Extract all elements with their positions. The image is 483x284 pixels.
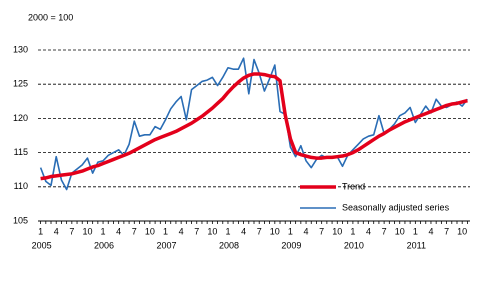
x-tick-label: 7 [257, 226, 262, 236]
y-tick-label: 110 [14, 181, 28, 191]
y-tick-label: 130 [13, 44, 28, 54]
unit-note: 2000 = 100 [28, 12, 73, 22]
x-tick-label: 7 [444, 226, 449, 236]
x-tick-label: 1 [288, 226, 293, 236]
y-tick-label: 125 [13, 79, 28, 89]
x-tick-label: 1 [163, 226, 168, 236]
x-tick-label: 4 [179, 226, 184, 236]
x-tick-label: 1 [225, 226, 230, 236]
x-tick-label: 7 [69, 226, 74, 236]
x-tick-label: 1 [413, 226, 418, 236]
year-label: 2010 [344, 240, 364, 250]
x-tick-label: 1 [101, 226, 106, 236]
x-tick-label: 4 [304, 226, 309, 236]
x-tick-label: 4 [428, 226, 433, 236]
x-tick-label: 7 [382, 226, 387, 236]
x-tick-label: 10 [207, 226, 217, 236]
x-tick-label: 10 [82, 226, 92, 236]
x-tick-label: 10 [145, 226, 155, 236]
series-line [39, 57, 469, 191]
y-tick-label: 120 [13, 113, 28, 123]
legend-label: Seasonally adjusted series [342, 202, 450, 212]
year-label: 2009 [281, 240, 301, 250]
x-tick-label: 1 [350, 226, 355, 236]
year-label: 2007 [157, 240, 177, 250]
x-tick-label: 7 [319, 226, 324, 236]
year-label: 2005 [32, 240, 52, 250]
series-line [40, 72, 468, 181]
x-tick-label: 7 [194, 226, 199, 236]
x-tick-label: 4 [116, 226, 121, 236]
y-tick-label: 105 [13, 215, 28, 225]
x-tick-label: 1 [38, 226, 43, 236]
year-label: 2011 [407, 240, 426, 250]
x-tick-label: 10 [270, 226, 280, 236]
x-tick-label: 7 [132, 226, 137, 236]
x-tick-label: 4 [54, 226, 59, 236]
x-tick-label: 10 [457, 226, 467, 236]
x-tick-label: 4 [241, 226, 246, 236]
year-label: 2006 [94, 240, 114, 250]
y-tick-label: 115 [14, 147, 28, 157]
legend-label: Trend [342, 181, 365, 191]
x-tick-label: 10 [332, 226, 342, 236]
x-tick-label: 4 [366, 226, 371, 236]
year-label: 2008 [219, 240, 239, 250]
x-tick-label: 10 [395, 226, 405, 236]
